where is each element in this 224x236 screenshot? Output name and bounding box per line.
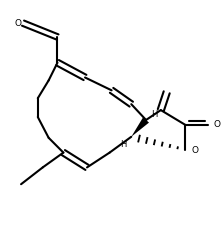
Text: O: O	[191, 146, 198, 155]
Text: O: O	[214, 120, 221, 129]
Text: H: H	[151, 110, 157, 118]
Text: O: O	[14, 19, 21, 28]
Polygon shape	[131, 117, 149, 137]
Text: H: H	[120, 140, 126, 149]
